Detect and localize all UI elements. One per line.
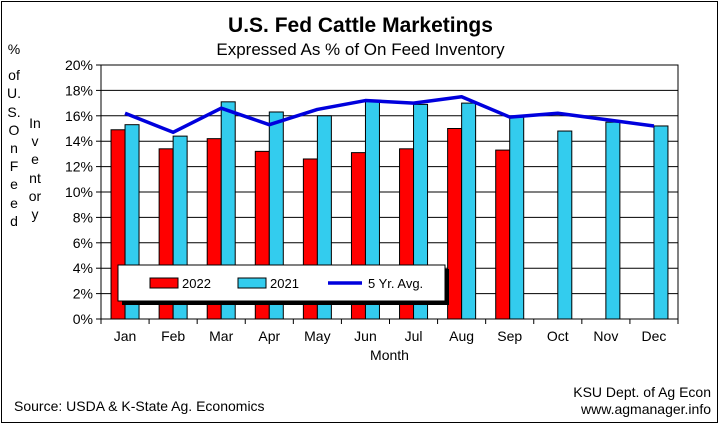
legend-swatch-2021 [237, 277, 267, 289]
x-tick-label-May: May [304, 328, 330, 344]
x-tick-label-Feb: Feb [161, 328, 185, 344]
line-series-5yr-avg [124, 95, 655, 135]
legend-label: 2022 [182, 276, 211, 291]
chart-subtitle: Expressed As % of On Feed Inventory [216, 40, 505, 59]
bar-2021-Oct [557, 130, 573, 320]
y-tick-label: 16% [65, 108, 93, 124]
credit-line-1: KSU Dept. of Ag Econ [573, 384, 711, 400]
y-tick-label: 12% [65, 159, 93, 175]
y-tick-label: 8% [73, 209, 93, 225]
y-axis-label-left: % of U.S. On Feed [7, 40, 21, 230]
y-tick-label: 20% [65, 57, 93, 73]
bar-2022-Sep [495, 149, 511, 320]
y-tick-label: 2% [73, 286, 93, 302]
y-axis-unit: % [7, 41, 21, 57]
chart-title: U.S. Fed Cattle Marketings [228, 14, 493, 37]
x-axis-label: Month [370, 347, 409, 363]
legend-swatch-2022 [149, 277, 179, 289]
bar-2021-Dec [653, 125, 669, 320]
x-tick-label-Sep: Sep [497, 328, 522, 344]
x-tick-label-Jul: Jul [405, 328, 423, 344]
legend-label: 2021 [270, 276, 299, 291]
y-axis-label-part1: of U.S. On Feed [7, 67, 21, 229]
bar-2022-Aug [447, 128, 463, 320]
x-tick-label-Aug: Aug [449, 328, 474, 344]
x-tick-label-Nov: Nov [593, 328, 618, 344]
x-tick-label-Mar: Mar [209, 328, 233, 344]
y-tick-label: 4% [73, 260, 93, 276]
y-tick-label: 18% [65, 82, 93, 98]
y-axis-label-part2: Inventory [28, 115, 42, 223]
source-note: Source: USDA & K-State Ag. Economics [14, 398, 265, 414]
legend-label: 5 Yr. Avg. [368, 276, 423, 291]
y-tick-label: 6% [73, 235, 93, 251]
y-tick-label: 14% [65, 133, 93, 149]
x-tick-label-Jan: Jan [114, 328, 137, 344]
x-tick-label-Dec: Dec [642, 328, 667, 344]
y-tick-label: 0% [73, 311, 93, 327]
legend: 2022 2021 5 Yr. Avg. [117, 264, 446, 302]
bar-2021-Sep [509, 116, 525, 320]
y-tick-label: 10% [65, 184, 93, 200]
x-tick-label-Oct: Oct [547, 328, 569, 344]
x-tick-label-Apr: Apr [258, 328, 280, 344]
bar-2021-Aug [461, 102, 477, 320]
x-tick-label-Jun: Jun [354, 328, 377, 344]
bar-2021-Nov [605, 121, 621, 320]
credit-line-2: www.agmanager.info [581, 401, 711, 417]
